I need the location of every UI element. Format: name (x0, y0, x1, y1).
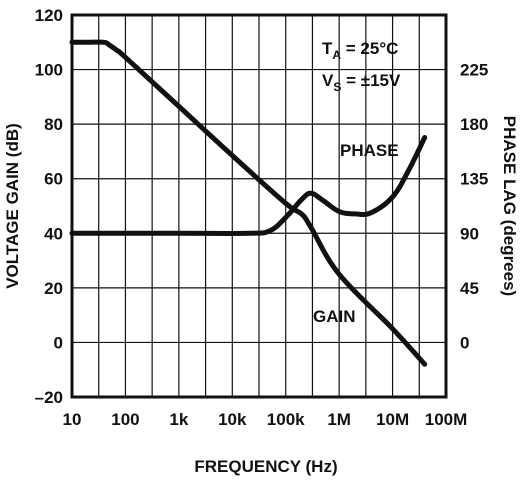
ta-value: = 25°C (341, 39, 398, 58)
x-tick-label: 100k (267, 410, 305, 429)
y-axis-right-label: PHASE LAG (degrees) (500, 116, 519, 296)
y-right-tick-label: 225 (460, 61, 488, 80)
series-line-gain (69, 39, 428, 367)
y-right-tick-label: 90 (460, 224, 479, 243)
vs-symbol: V (322, 71, 334, 90)
x-tick-label: 10 (63, 410, 82, 429)
condition-ta: TA = 25°C (322, 39, 398, 62)
y-left-tick-label: 40 (44, 224, 63, 243)
x-tick-label: 10M (376, 410, 409, 429)
x-tick-label: 1M (327, 410, 351, 429)
tick-labels: 10 100 1k 10k 100k 1M 10M 100M –20 0 20 40 60 80 100 12… (35, 6, 489, 429)
series-line-phase (69, 135, 428, 236)
y-left-tick-label: –20 (35, 388, 63, 407)
y-right-tick-label: 135 (460, 170, 488, 189)
y-left-tick-label: 120 (35, 6, 63, 25)
x-tick-label: 100 (111, 410, 139, 429)
x-tick-label: 100M (425, 410, 468, 429)
series-label-phase: PHASE (340, 141, 399, 160)
ta-subscript: A (332, 48, 341, 62)
y-left-tick-label: 60 (44, 170, 63, 189)
x-axis-label: FREQUENCY (Hz) (194, 457, 337, 476)
ta-symbol: T (322, 39, 333, 58)
y-right-tick-label: 45 (460, 279, 479, 298)
y-left-tick-label: 100 (35, 61, 63, 80)
vs-value: = ±15V (341, 71, 401, 90)
y-left-tick-label: 20 (44, 279, 63, 298)
condition-vs: VS = ±15V (322, 71, 401, 94)
y-left-tick-label: 0 (54, 333, 63, 352)
plot-frame (70, 13, 448, 399)
x-tick-label: 10k (218, 410, 247, 429)
y-right-tick-label: 180 (460, 115, 488, 134)
x-tick-label: 1k (169, 410, 188, 429)
series-layer (69, 39, 428, 367)
vs-subscript: S (333, 80, 341, 94)
y-axis-left-label: VOLTAGE GAIN (dB) (3, 123, 22, 289)
y-left-tick-label: 80 (44, 115, 63, 134)
y-right-tick-label: 0 (460, 333, 469, 352)
series-label-gain: GAIN (313, 307, 356, 326)
